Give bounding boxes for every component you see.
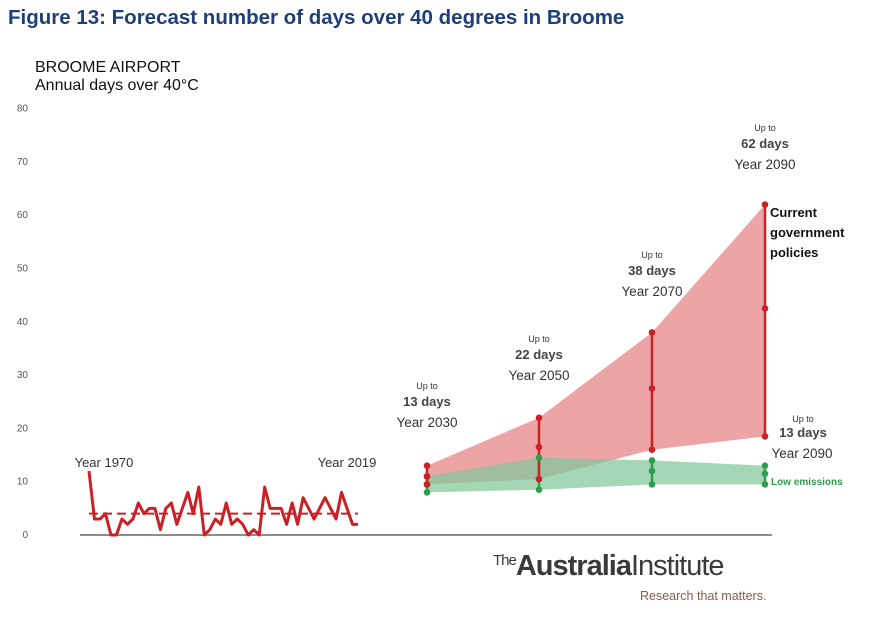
current-policies-point <box>423 473 431 480</box>
current-policies-point <box>761 305 769 312</box>
y-tick-label: 60 <box>17 210 29 221</box>
low-2090-value-label: 13 days <box>779 425 827 440</box>
projection-prefix-label: Up to <box>528 334 550 344</box>
projection-prefix-label: Up to <box>416 381 438 391</box>
current-policies-point <box>423 462 431 470</box>
y-tick-label: 20 <box>17 423 29 434</box>
projection-value-label: 22 days <box>515 347 563 362</box>
current-policies-point <box>648 329 656 336</box>
current-policies-point <box>761 433 769 440</box>
y-tick-label: 70 <box>17 157 29 168</box>
low-emissions-point <box>761 481 769 488</box>
low-emissions-point <box>535 454 543 462</box>
historic-days-line <box>87 470 358 537</box>
low-emissions-series-label: Low emissions <box>771 477 843 488</box>
year-2019-label: Year 2019 <box>318 455 377 470</box>
y-tick-label: 30 <box>17 370 29 381</box>
current-policies-point <box>761 201 769 208</box>
current-policies-band <box>427 204 765 485</box>
projection-year-label: Year 2090 <box>734 157 795 172</box>
current-policies-point <box>535 475 543 483</box>
current-policies-series-label: Current <box>770 205 818 220</box>
current-policies-point <box>648 385 656 392</box>
y-tick-label: 0 <box>22 530 28 541</box>
projection-value-label: 62 days <box>741 136 789 151</box>
low-emissions-point <box>648 457 656 464</box>
y-tick-label: 80 <box>17 104 29 115</box>
low-2090-prefix-label: Up to <box>792 414 814 424</box>
chart-title: BROOME AIRPORT Annual days over 40°C <box>35 59 199 95</box>
low-emissions-point <box>648 481 656 488</box>
projection-value-label: 38 days <box>628 263 676 278</box>
projection-year-label: Year 2070 <box>621 284 682 299</box>
current-policies-point <box>535 414 543 422</box>
low-emissions-point <box>423 489 431 496</box>
low-emissions-band <box>427 457 765 493</box>
y-tick-label: 50 <box>17 264 29 275</box>
australia-institute-logo: TheAustraliaInstitute <box>493 550 725 583</box>
logo-the: The <box>493 552 517 569</box>
projection-year-label: Year 2050 <box>508 368 569 383</box>
current-policies-point <box>535 443 543 451</box>
low-emissions-point <box>535 486 543 493</box>
low-2090-year-label: Year 2090 <box>771 446 832 461</box>
low-emissions-point <box>761 470 769 478</box>
current-policies-series-label: policies <box>770 245 818 260</box>
projection-year-label: Year 2030 <box>396 415 457 430</box>
chart-title-metric: Annual days over 40°C <box>35 77 199 94</box>
logo-institute: Institute <box>630 550 725 582</box>
figure-title: Figure 13: Forecast number of days over … <box>8 6 625 29</box>
low-emissions-point <box>648 467 656 475</box>
current-policies-point <box>648 446 656 454</box>
logo-australia: Australia <box>515 550 632 582</box>
low-emissions-point <box>761 462 769 470</box>
chart-title-station: BROOME AIRPORT <box>35 59 181 76</box>
current-policies-series-label: government <box>770 225 845 240</box>
logo-tagline: Research that matters. <box>640 589 767 603</box>
projection-prefix-label: Up to <box>641 250 663 260</box>
year-1970-label: Year 1970 <box>75 455 134 470</box>
y-tick-label: 40 <box>17 317 29 328</box>
y-tick-label: 10 <box>17 477 29 488</box>
current-policies-point <box>423 481 431 488</box>
projection-prefix-label: Up to <box>754 123 776 133</box>
projection-value-label: 13 days <box>403 394 451 409</box>
